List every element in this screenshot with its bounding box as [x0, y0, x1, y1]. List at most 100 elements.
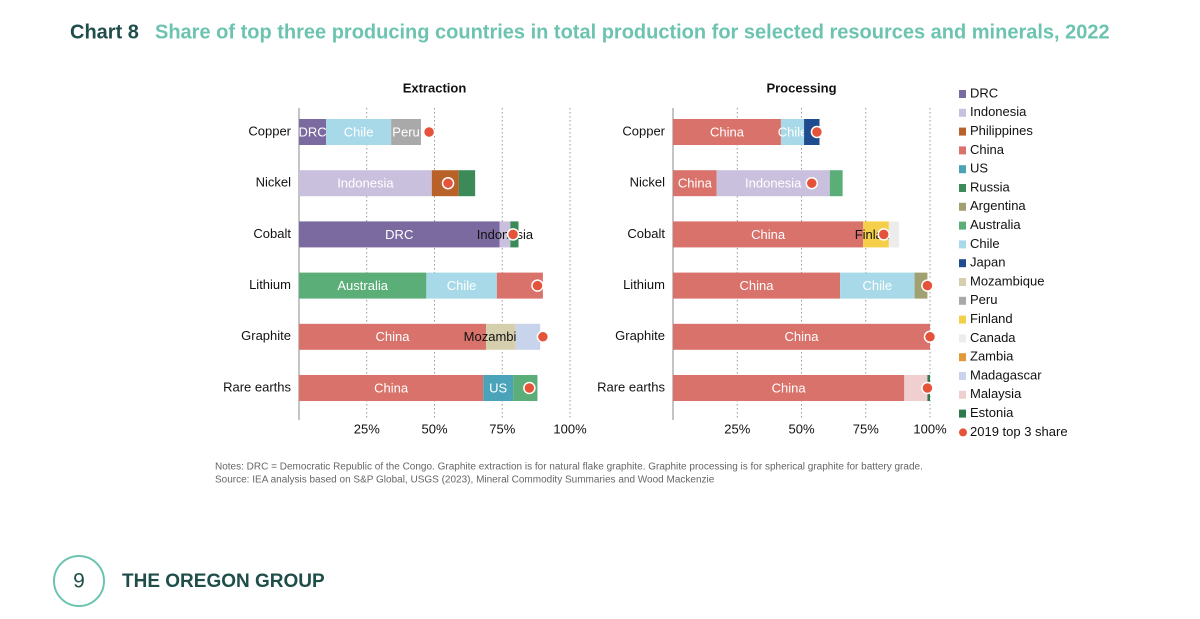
bar-segment: [829, 170, 843, 197]
legend-label: Madagascar: [970, 367, 1042, 382]
category-label: Rare earths: [223, 379, 291, 394]
legend-label: Malaysia: [970, 386, 1022, 401]
top3-2019-marker: [921, 381, 934, 395]
category-label: Rare earths: [597, 379, 665, 394]
legend-swatch: [959, 146, 966, 155]
top3-2019-marker: [536, 330, 550, 344]
legend-swatch: [959, 202, 966, 211]
bar-segment: [673, 375, 905, 401]
panel-title: Processing: [766, 80, 836, 95]
segment-label: US: [489, 380, 507, 395]
legend-label: Peru: [970, 292, 997, 307]
legend-swatch: [959, 240, 966, 249]
legend-label: Zambia: [970, 349, 1014, 364]
x-tick-label: 25%: [724, 421, 750, 436]
bar-segment: [485, 323, 516, 350]
top3-2019-marker: [805, 176, 819, 190]
bar-segment: [299, 272, 427, 299]
segment-label: China: [678, 176, 713, 191]
page-number: 9: [73, 570, 85, 593]
legend-label: Japan: [970, 255, 1005, 270]
legend-label: Estonia: [970, 405, 1014, 420]
segment-label: China: [740, 278, 775, 293]
segment-label: China: [772, 380, 807, 395]
bar-segment: [499, 221, 511, 248]
segment-label: China: [751, 227, 786, 242]
legend-swatch: [959, 165, 966, 174]
note: Notes: DRC = Democratic Republic of the …: [215, 462, 923, 473]
category-label: Cobalt: [253, 226, 291, 241]
brand: THE OREGON GROUP: [122, 571, 325, 592]
bar-segment: [673, 323, 930, 350]
legend-swatch: [959, 315, 966, 324]
bar-segment: [914, 272, 928, 299]
bar-segment: [904, 375, 928, 401]
legend-swatch: [959, 372, 966, 380]
legend-swatch: [959, 259, 966, 268]
x-tick-label: 25%: [354, 421, 380, 436]
category-label: Lithium: [249, 277, 291, 292]
category-label: Cobalt: [627, 226, 665, 241]
legend-swatch: [959, 409, 966, 418]
bar-segment: [780, 119, 805, 145]
legend-label: China: [970, 142, 1005, 157]
legend-swatch: [959, 353, 966, 362]
x-tick-label: 50%: [421, 421, 447, 436]
legend-label: Russia: [970, 179, 1011, 194]
legend-swatch: [959, 334, 966, 343]
legend-label: Philippines: [970, 123, 1033, 138]
segment-label: Chile: [447, 278, 477, 293]
chart-label: Chart 8: [70, 21, 139, 43]
legend-label: Argentina: [970, 198, 1026, 213]
legend-label: Chile: [970, 236, 1000, 251]
x-tick-label: 100%: [913, 421, 947, 436]
segment-label: Chile: [344, 124, 374, 139]
legend-label: Mozambique: [970, 273, 1044, 288]
top3-2019-marker: [877, 228, 890, 241]
bar-segment: [515, 323, 541, 350]
top3-2019-marker: [921, 279, 934, 292]
category-label: Copper: [248, 123, 291, 138]
bar-segment: [673, 119, 781, 145]
bar-segment: [888, 221, 900, 248]
legend-label: Indonesia: [970, 104, 1027, 119]
panel-title: Extraction: [403, 80, 467, 95]
legend-swatch: [959, 390, 966, 399]
category-label: Copper: [622, 123, 665, 138]
legend-label: DRC: [970, 85, 998, 100]
top3-2019-marker: [531, 279, 544, 292]
legend-marker: [959, 428, 967, 437]
top3-2019-marker: [441, 176, 455, 190]
segment-label: Chile: [778, 124, 808, 139]
bar-segment: [840, 272, 915, 299]
legend-swatch: [959, 278, 966, 286]
x-tick-label: 100%: [553, 421, 587, 436]
segment-label: Australia: [337, 278, 388, 293]
top3-2019-marker: [523, 381, 536, 395]
top3-2019-marker: [810, 125, 824, 139]
segment-label: Chile: [863, 278, 893, 293]
top3-2019-marker: [422, 125, 436, 139]
x-tick-label: 75%: [489, 421, 515, 436]
x-tick-label: 50%: [788, 421, 814, 436]
legend-swatch: [959, 221, 966, 230]
bar-segment: [299, 323, 486, 350]
x-tick-label: 75%: [853, 421, 879, 436]
bar-segment: [326, 119, 392, 145]
category-label: Nickel: [630, 175, 666, 190]
bar-segment: [391, 119, 421, 145]
segment-label: DRC: [385, 227, 413, 242]
segment-label: China: [374, 380, 409, 395]
legend-swatch: [959, 184, 966, 192]
segment-label: Indonesia: [745, 176, 802, 191]
segment-label: China: [785, 329, 820, 344]
segment-label: Peru: [392, 124, 419, 139]
legend-label: Finland: [970, 311, 1013, 326]
page-number-ring: [53, 555, 105, 607]
bar-segment: [458, 170, 476, 197]
segment-label: China: [710, 124, 745, 139]
segment-label: Indonesia: [337, 176, 394, 191]
note: Source: IEA analysis based on S&P Global…: [215, 475, 715, 486]
legend-swatch: [959, 127, 966, 136]
